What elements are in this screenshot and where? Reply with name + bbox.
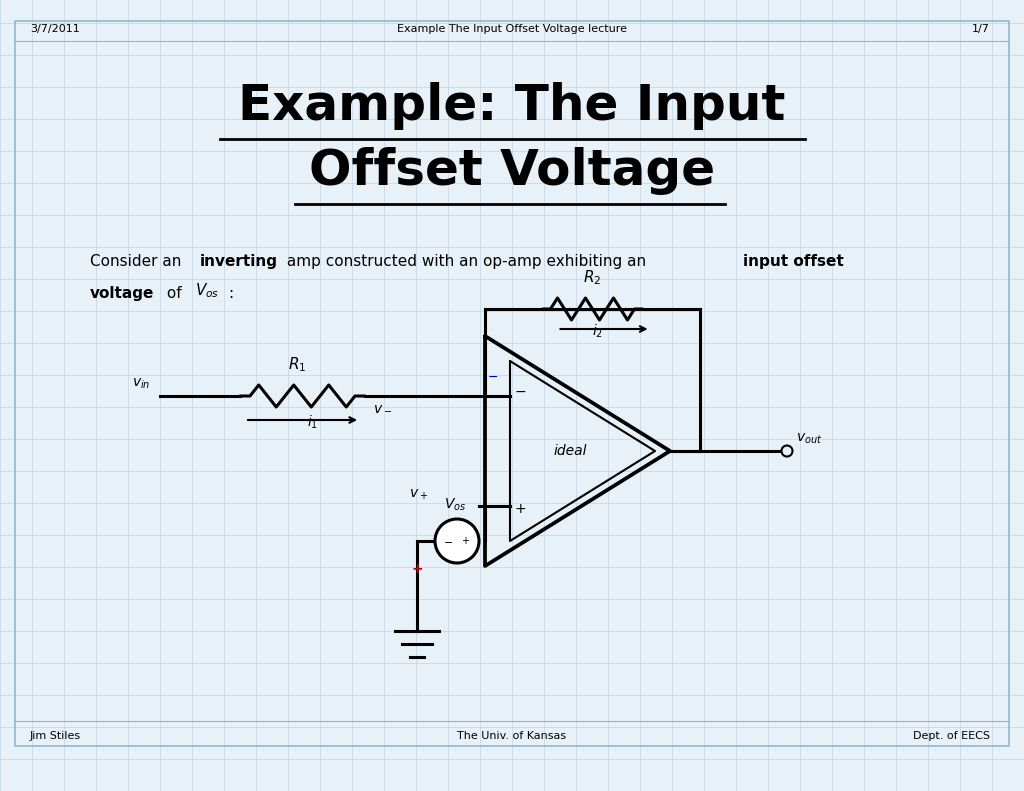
Text: $-$: $-$ <box>514 384 526 398</box>
Text: $v_-$: $v_-$ <box>373 400 392 414</box>
Circle shape <box>435 519 479 563</box>
Text: amp constructed with an op-amp exhibiting an: amp constructed with an op-amp exhibitin… <box>282 253 651 268</box>
Text: inverting: inverting <box>200 253 278 268</box>
Text: $+$: $+$ <box>514 502 526 516</box>
Text: $-$: $-$ <box>487 369 499 383</box>
Text: Example The Input Offset Voltage lecture: Example The Input Offset Voltage lecture <box>397 24 627 34</box>
Text: $i_2$: $i_2$ <box>592 323 603 340</box>
Text: $v_{out}$: $v_{out}$ <box>796 432 822 446</box>
Text: Offset Voltage: Offset Voltage <box>309 147 715 195</box>
Text: $R_2$: $R_2$ <box>584 268 602 287</box>
Text: Jim Stiles: Jim Stiles <box>30 731 81 741</box>
Text: of: of <box>162 286 186 301</box>
Text: :: : <box>228 286 233 301</box>
Text: $V_{os}$: $V_{os}$ <box>195 282 219 301</box>
Circle shape <box>781 445 793 456</box>
Text: $+$: $+$ <box>462 536 470 547</box>
Text: $v_+$: $v_+$ <box>409 487 428 502</box>
Text: $i_1$: $i_1$ <box>307 414 318 431</box>
Text: $V_{os}$: $V_{os}$ <box>443 497 466 513</box>
Text: Consider an: Consider an <box>90 253 186 268</box>
Text: voltage: voltage <box>90 286 155 301</box>
Text: ideal: ideal <box>553 444 587 458</box>
Text: The Univ. of Kansas: The Univ. of Kansas <box>458 731 566 741</box>
Text: $v_{in}$: $v_{in}$ <box>131 377 150 391</box>
Text: $R_1$: $R_1$ <box>289 355 306 374</box>
Text: +: + <box>412 562 423 576</box>
Text: Example: The Input: Example: The Input <box>239 82 785 130</box>
Text: Dept. of EECS: Dept. of EECS <box>913 731 990 741</box>
Text: $-$: $-$ <box>443 536 453 546</box>
Text: input offset: input offset <box>743 253 844 268</box>
Text: 1/7: 1/7 <box>972 24 990 34</box>
Text: 3/7/2011: 3/7/2011 <box>30 24 80 34</box>
